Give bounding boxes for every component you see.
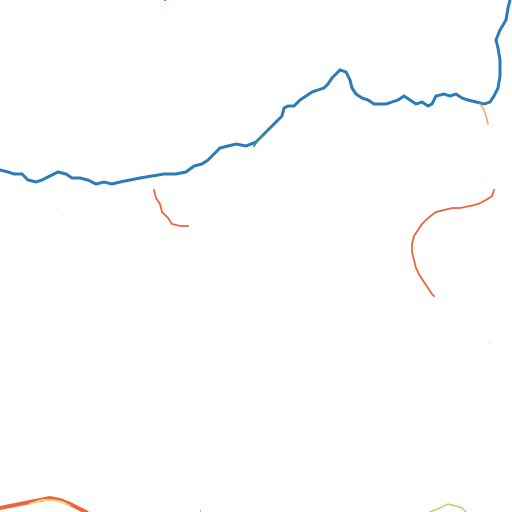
map-speck xyxy=(200,510,201,512)
stream-right xyxy=(411,188,496,298)
stream-right-line xyxy=(411,188,496,298)
stream-left xyxy=(152,188,189,227)
map-speck xyxy=(164,0,166,1)
main-river xyxy=(0,0,512,186)
stream-left-line xyxy=(152,188,189,227)
stream-bottom-right xyxy=(429,503,468,512)
stream-bottom-left xyxy=(0,495,89,512)
main-river-accent xyxy=(252,134,264,148)
tributary-line xyxy=(478,102,489,125)
stream-bottom-right-line xyxy=(429,503,468,512)
map-speck xyxy=(56,208,57,209)
map-speck xyxy=(489,342,490,344)
tributary-upper-right xyxy=(478,102,489,125)
stream-bottom-left-highlight xyxy=(28,499,72,508)
main-river-line xyxy=(0,0,512,186)
